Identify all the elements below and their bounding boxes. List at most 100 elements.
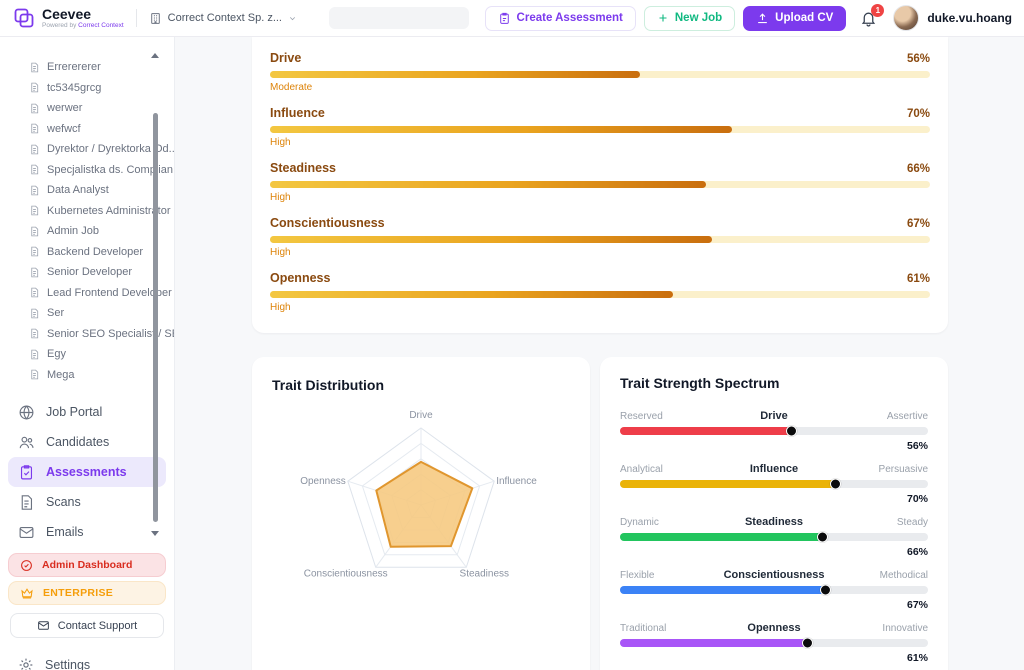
document-icon [29,185,40,196]
sidebar-job-item[interactable]: Mega [0,365,174,386]
sidebar-scrollbar-thumb[interactable] [153,113,158,522]
spectrum-left-anchor: Traditional [620,623,667,634]
trait-bar-track [270,181,930,188]
spectrum-track [620,584,928,596]
job-item-label: Errerererer [47,61,101,74]
notifications-button[interactable]: 1 [860,3,885,27]
trait-strength-spectrum-title: Trait Strength Spectrum [620,375,780,391]
job-item-label: Data Analyst [47,184,109,197]
job-item-label: Ser [47,307,65,320]
globe-icon [18,404,35,421]
svg-text:Openness: Openness [300,476,346,487]
sidebar-job-item[interactable]: Kubernetes Administrator [0,201,174,222]
contact-support-button[interactable]: Contact Support [10,613,164,638]
sidebar-item-settings[interactable]: Settings [8,650,166,670]
upload-cv-button[interactable]: Upload CV [743,5,847,31]
nav-item-label: Scans [46,495,81,509]
document-icon [29,103,40,114]
trait-bar-fill [270,291,673,298]
document-icon [29,144,40,155]
sidebar-job-item[interactable]: Egy [0,344,174,365]
nav-item-label: Candidates [46,435,110,449]
trait-name: Steadiness [270,161,337,175]
workspace-selector[interactable]: Correct Context Sp. z... [149,12,297,25]
sidebar-item-candidates[interactable]: Candidates [8,427,166,457]
sidebar-job-item[interactable]: werwer [0,98,174,119]
svg-text:Conscientiousness: Conscientiousness [304,568,388,579]
trait-row: Steadiness 66% High [270,161,930,203]
notification-badge: 1 [871,3,885,17]
spectrum-row: Traditional Openness Innovative 61% [620,622,928,664]
trait-scores-card: Drive 56% Moderate Influence 70% High Steadine… [252,37,948,333]
enterprise-label: ENTERPRISE [43,587,114,599]
sidebar-job-item[interactable]: Lead Frontend Developer [0,283,174,304]
document-icon [29,82,40,93]
sidebar-item-admin-dashboard[interactable]: Admin Dashboard [8,553,166,577]
sidebar-job-item[interactable]: Admin Job [0,221,174,242]
chevron-down-icon [288,14,297,23]
spectrum-trait-label: Drive [760,410,788,422]
spectrum-percent: 70% [906,493,928,505]
trait-name: Openness [270,271,331,285]
new-job-button[interactable]: New Job [643,5,736,31]
spectrum-right-anchor: Innovative [882,623,929,634]
sidebar-item-job-portal[interactable]: Job Portal [8,397,166,427]
sidebar-job-item[interactable]: Senior Developer [0,262,174,283]
sidebar-job-item[interactable]: tc5345grcg [0,78,174,99]
sidebar-job-item[interactable]: Data Analyst [0,180,174,201]
spectrum-track [620,637,928,649]
spectrum-left-anchor: Flexible [620,570,655,581]
clipboard-check-icon [18,464,35,481]
sidebar-item-scans[interactable]: Scans [8,487,166,517]
svg-text:Drive: Drive [409,410,433,421]
document-icon [29,328,40,339]
spectrum-trait-label: Influence [749,463,799,475]
spectrum-track [620,531,928,543]
new-job-label: New Job [674,12,723,24]
sidebar-job-item[interactable]: Backend Developer [0,242,174,263]
sidebar-job-item[interactable]: Senior SEO Specialist / SE... [0,324,174,345]
sidebar-job-item[interactable]: Ser [0,303,174,324]
settings-label: Settings [45,658,91,670]
spectrum-knob [786,425,798,437]
trait-distribution-card: Trait Distribution Drive Influence Steadin… [252,357,590,670]
document-icon [29,267,40,278]
upload-icon [756,12,769,25]
sidebar-item-enterprise[interactable]: ENTERPRISE [8,581,166,605]
trait-row: Influence 70% High [270,106,930,148]
spectrum-row: Reserved Drive Assertive 56% [620,410,928,452]
contact-support-label: Contact Support [57,619,138,632]
sidebar-job-item[interactable]: wefwcf [0,119,174,140]
header-divider [135,9,137,27]
sidebar-job-item[interactable]: Specjalistka ds. Complian... [0,160,174,181]
spectrum-row: Dynamic Steadiness Steady 66% [620,516,928,558]
trait-level-label: High [270,247,291,258]
spectrum-percent: 61% [906,652,928,664]
job-item-label: Backend Developer [47,245,144,258]
sidebar-scroll-up-arrow[interactable] [151,53,159,58]
job-list: Errerererer tc5345grcg werwer wefwcf Dyrekto… [0,43,174,389]
bell-icon [860,10,877,27]
spectrum-trait-label: Conscientiousness [723,569,825,581]
job-item-label: Egy [47,348,66,361]
sidebar-item-emails[interactable]: Emails [8,517,166,547]
create-assessment-label: Create Assessment [516,12,623,24]
trait-bar-track [270,291,930,298]
plus-icon [657,12,669,24]
spectrum-fill [620,584,832,596]
avatar[interactable] [893,5,920,31]
spectrum-right-anchor: Steady [896,517,929,528]
create-assessment-button[interactable]: Create Assessment [484,5,636,31]
sidebar-item-assessments[interactable]: Assessments [8,457,166,487]
svg-text:Influence: Influence [496,476,537,487]
spectrum-rows: Reserved Drive Assertive 56% Analytical Influ… [620,410,928,664]
trait-level-label: High [270,302,291,313]
sidebar-job-item[interactable]: Dyrektor / Dyrektorka Od... [0,139,174,160]
username[interactable]: duke.vu.hoang [927,11,1012,25]
sidebar: Errerererer tc5345grcg werwer wefwcf Dyrekto… [0,37,175,670]
trait-percent: 61% [906,273,930,285]
sidebar-job-item[interactable]: Errerererer [0,57,174,78]
trait-level-label: High [270,192,291,203]
spectrum-knob [829,478,841,490]
sidebar-scroll-down-arrow[interactable] [151,531,159,536]
